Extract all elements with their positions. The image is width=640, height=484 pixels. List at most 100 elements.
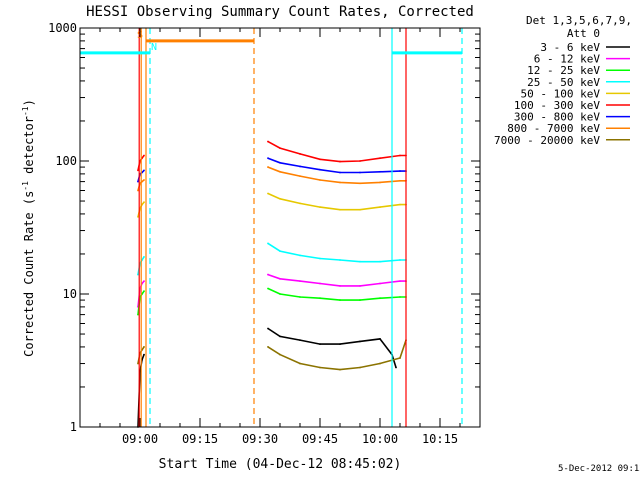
series-point [137,189,139,192]
legend-label: 300 - 800 keV [514,111,600,124]
y-tick-label: 100 [55,154,77,168]
legend-header-line-1: Det 1,3,5,6,7,9, [526,14,632,27]
series-point [395,366,397,369]
series-point [399,280,401,283]
series-point [399,203,401,206]
series-point [137,273,139,276]
legend-label: 6 - 12 keV [534,53,601,66]
x-tick-label: 09:30 [242,432,278,446]
series-point [143,201,145,204]
y-tick-label: 10 [63,287,77,301]
y-label-sup-2: -1 [21,106,30,116]
series-point [319,257,321,260]
legend-label: 3 - 6 keV [540,41,600,54]
series-point [267,287,269,290]
series-point [319,206,321,209]
series-point [339,285,341,287]
series-point [359,340,361,343]
series-point [143,256,145,258]
series-point [143,179,145,181]
series-point [279,277,281,280]
series-point [359,208,361,211]
series-point [359,171,361,174]
series-point [267,157,269,160]
annotation-label-n: N [151,42,157,53]
y-tick-label: 1000 [48,21,77,35]
series-point [279,293,281,295]
series-point [379,362,381,365]
x-tick-label: 10:15 [422,432,458,446]
series-point [379,181,381,184]
series-point [299,165,301,168]
series-point [379,297,381,300]
series-point [137,313,139,316]
series-point [339,259,341,261]
legend-label: 12 - 25 keV [527,64,600,77]
series-point [299,296,301,298]
series-point [399,357,401,359]
series-point [299,254,301,257]
series-point [143,169,145,172]
y-label-sup-1: -1 [21,181,30,191]
series-point [267,242,269,245]
series-point [379,170,381,173]
series-point [143,346,145,348]
series-point [399,154,401,157]
legend-label: 800 - 7000 keV [507,122,600,135]
series-point [359,182,361,185]
series-point [267,140,269,143]
y-tick-label: 1 [70,420,77,434]
series-point [267,192,269,195]
series-point [339,299,341,301]
series-point [319,168,321,171]
series-point [279,335,281,338]
series-point [267,273,269,276]
series-point [137,215,139,218]
series-point [319,343,321,346]
series-point [379,206,381,209]
series-point [379,157,381,160]
series-point [279,250,281,253]
series-point [399,259,401,261]
series-point [267,346,269,348]
x-tick-label: 09:45 [302,432,338,446]
annotation-layer: SN [80,28,463,427]
chart-title: HESSI Observing Summary Count Rates, Cor… [86,4,474,20]
legend-label: 50 - 100 keV [521,87,601,100]
legend-label: 25 - 50 keV [527,76,600,89]
y-axis-label: Corrected Count Rate (s-1 detector-1) [21,99,36,357]
series-point [379,337,381,340]
series-point [379,282,381,285]
series-point [137,362,139,365]
series-point [299,202,301,205]
x-tick-label: 10:00 [362,432,398,446]
series-point [339,343,341,346]
series-point [267,166,269,168]
series-point [319,297,321,300]
series-point [279,161,281,164]
series-point [399,296,401,298]
series-point [299,153,301,155]
series-point [143,280,145,283]
series-point [339,368,341,371]
series-point [279,197,281,200]
series-point [279,353,281,356]
series-point [359,160,361,162]
series-point [137,169,139,172]
series-point [339,181,341,184]
series-point [299,362,301,365]
series-point [299,175,301,177]
series-point [143,154,145,157]
series-point [359,260,361,263]
y-label-mid: detector [22,116,36,181]
axes-layer: 1 10 100 1000 09:00 09:15 09:30 09:45 10:00 10:15 [48,21,480,446]
series-point [359,299,361,301]
legend-label: 100 - 300 keV [514,99,600,112]
legend-header-line-2: Att 0 [567,27,600,40]
series-point [359,366,361,369]
